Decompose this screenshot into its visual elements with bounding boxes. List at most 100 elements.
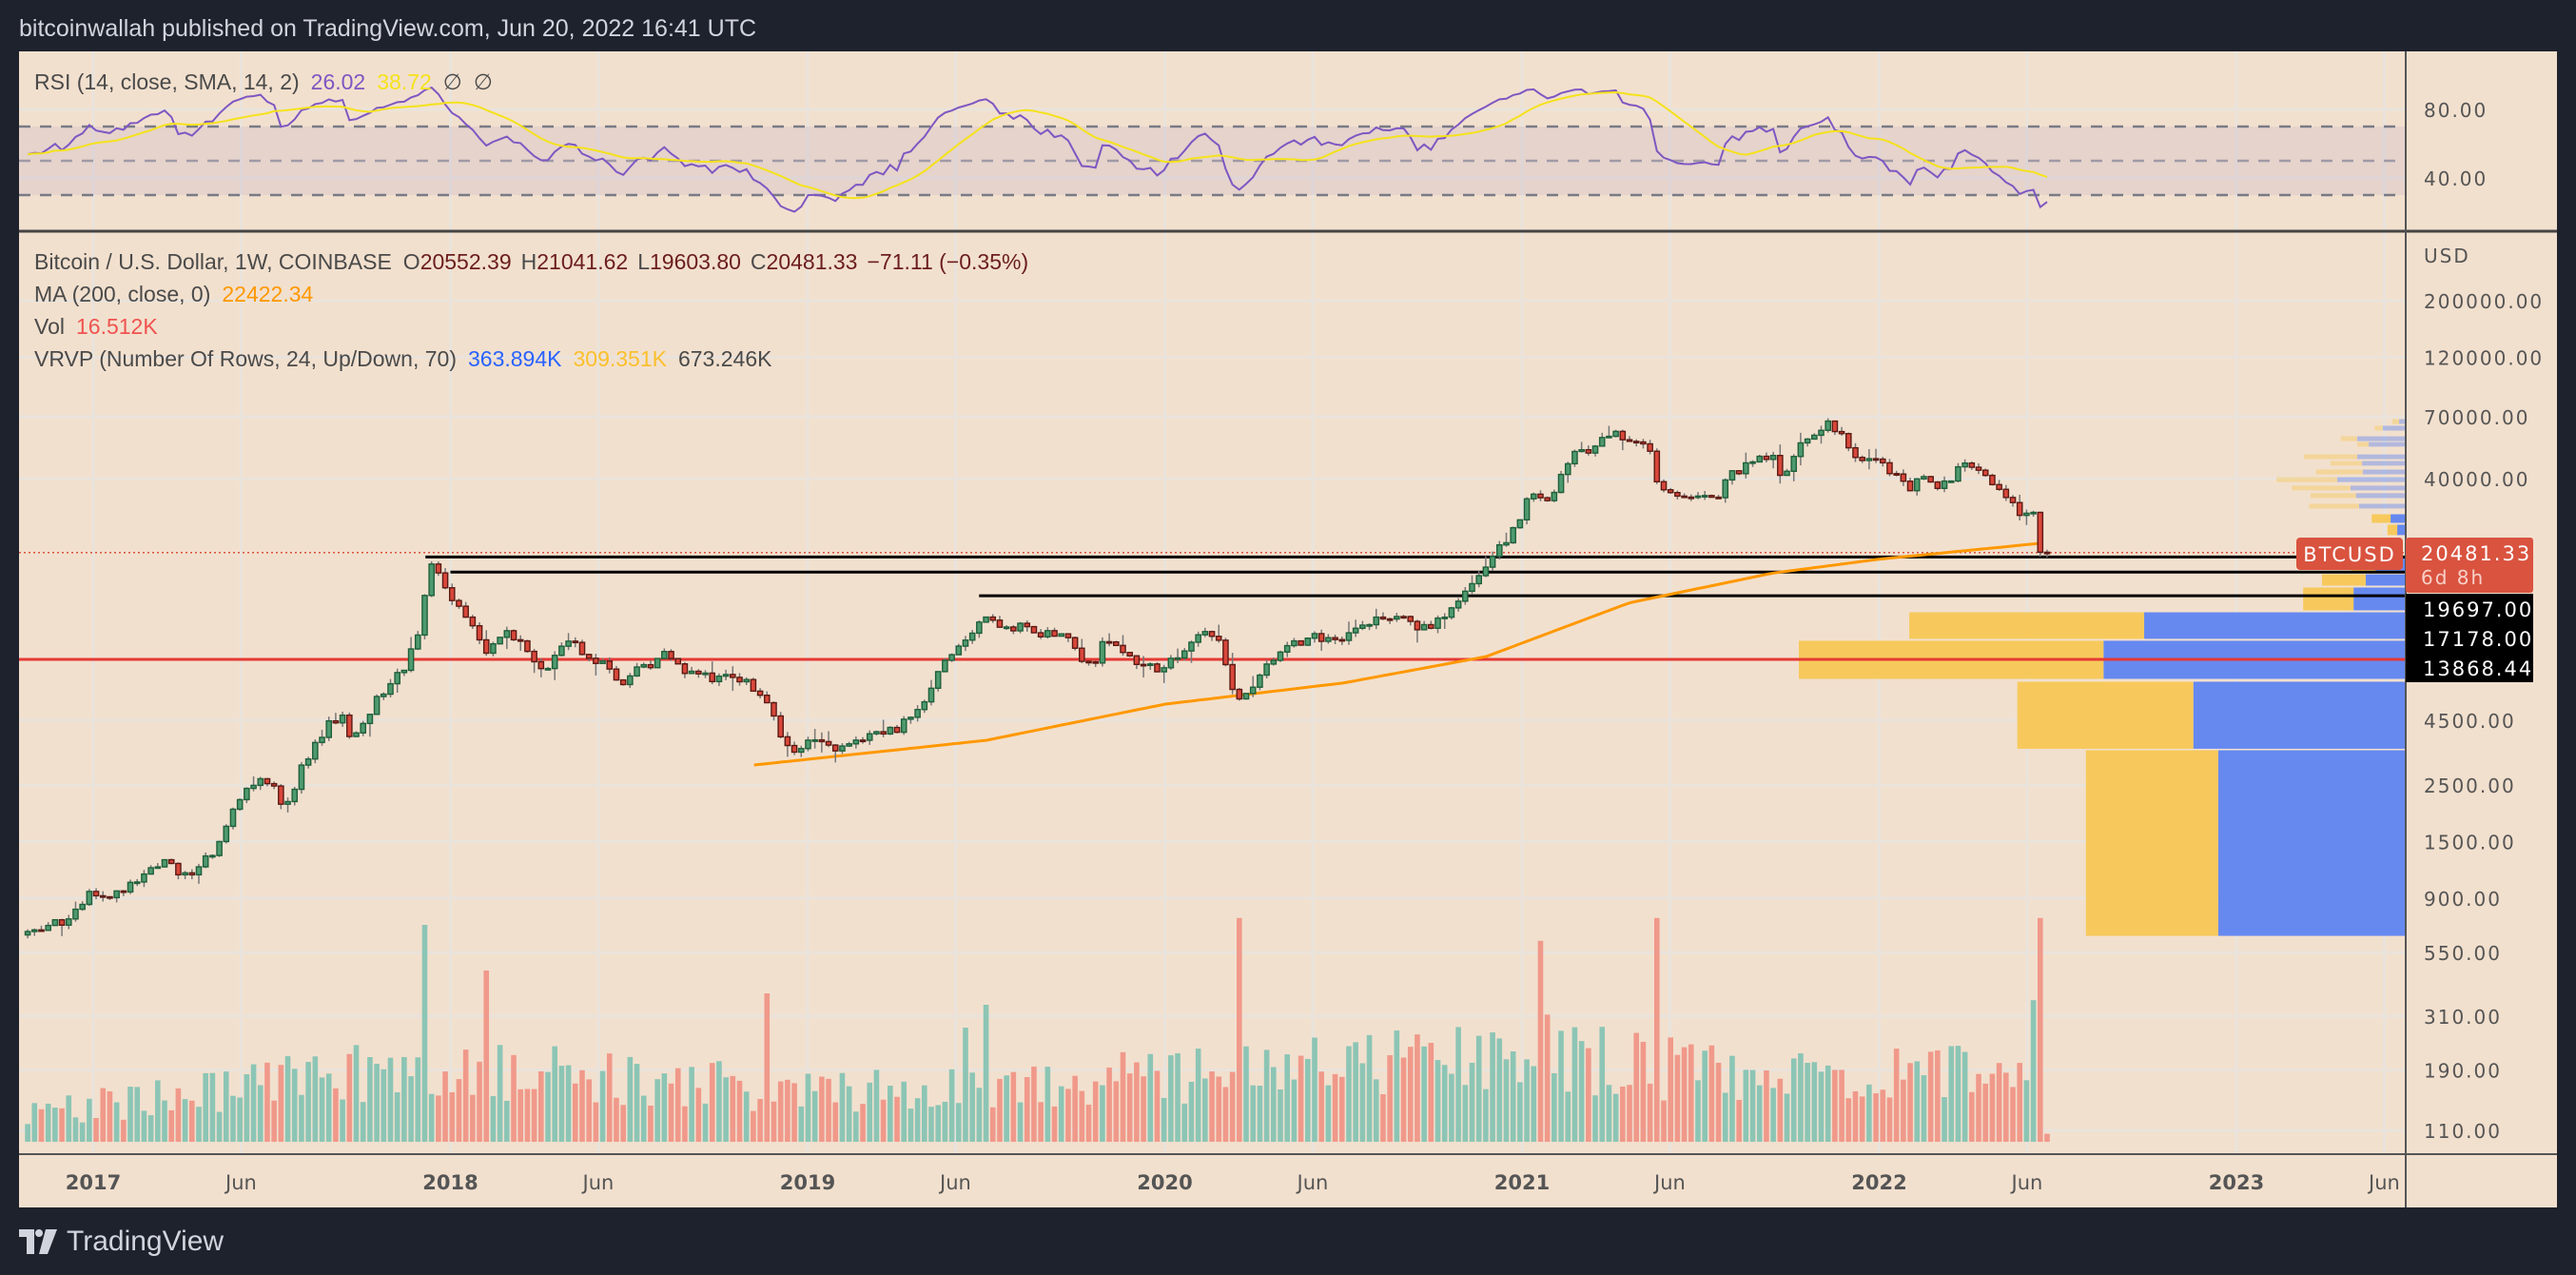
candle-body — [1126, 652, 1133, 657]
price-axis-label: 40000.00 — [2424, 468, 2529, 491]
candle-body — [278, 785, 284, 805]
candle-body — [353, 732, 360, 737]
volume-bar — [1880, 1089, 1886, 1142]
candle-body — [900, 718, 907, 734]
time-axis-label: Jun — [1296, 1171, 1329, 1194]
rsi-legend[interactable]: RSI (14, close, SMA, 14, 2) 26.02 38.72 ∅ ∅ — [34, 69, 504, 95]
volume-bar — [764, 993, 771, 1142]
candle-body — [1462, 590, 1469, 602]
candle-body — [873, 731, 880, 735]
candle-body — [1174, 657, 1181, 660]
horizontal-lines[interactable] — [19, 552, 2406, 661]
candle-body — [490, 642, 497, 655]
candle — [421, 594, 428, 640]
candle — [537, 657, 545, 677]
candle — [1181, 648, 1188, 661]
volume-bar — [1380, 1094, 1386, 1142]
symbol-legend[interactable]: Bitcoin / U.S. Dollar, 1W, COINBASE O2055… — [34, 249, 1040, 275]
candle — [1859, 455, 1865, 463]
candle — [1257, 673, 1263, 691]
candle-body — [1530, 493, 1537, 500]
candle-body — [216, 840, 223, 856]
candle-body — [435, 563, 442, 574]
candle-body — [1811, 434, 1818, 441]
candle-body — [72, 908, 79, 920]
candle — [593, 654, 599, 676]
candle — [1825, 418, 1832, 433]
candle — [1126, 652, 1133, 657]
high-value: 21041.62 — [537, 249, 629, 274]
candle — [325, 716, 333, 741]
candle — [2016, 494, 2023, 520]
candle-body — [893, 726, 901, 734]
candle — [38, 925, 45, 932]
candle — [1030, 625, 1038, 634]
candle-body — [1105, 640, 1113, 644]
candle-body — [1996, 483, 2002, 490]
candle-body — [510, 630, 517, 641]
candle-body — [1099, 640, 1106, 664]
vrvp-up-bar — [2356, 454, 2406, 460]
tradingview-logo[interactable]: TradingView — [19, 1226, 224, 1258]
candle — [2023, 509, 2030, 525]
volume-bar — [72, 1117, 79, 1142]
vrvp-legend[interactable]: VRVP (Number Of Rows, 24, Up/Down, 70) 36… — [34, 346, 783, 372]
volume-bar — [1736, 1099, 1742, 1142]
candle-body — [24, 931, 31, 936]
volume-profile-row — [2085, 750, 2406, 936]
candle — [366, 714, 374, 737]
candle — [1475, 571, 1482, 588]
volume-bar — [1415, 1034, 1420, 1142]
candle — [831, 744, 839, 763]
vrvp-down-bar — [2276, 477, 2337, 482]
volume-bar — [278, 1065, 284, 1142]
volume-bar — [1852, 1090, 1859, 1142]
candle-body — [339, 714, 346, 724]
candle — [1428, 620, 1434, 630]
candle-body — [1790, 456, 1798, 473]
candle-body — [1544, 497, 1551, 501]
volume-bar — [565, 1065, 572, 1142]
candle — [1578, 441, 1585, 453]
candle — [1516, 519, 1524, 529]
volume-bar — [634, 1064, 640, 1142]
time-axis[interactable]: 2017 Jun 2018 Jun 2019 Jun 2020 Jun 2021 Jun 2022 J… — [66, 1171, 2400, 1194]
candle — [497, 637, 503, 645]
candle — [1394, 613, 1400, 622]
candle — [1811, 433, 1818, 441]
vrvp-down-bar — [2309, 503, 2359, 509]
candle — [1304, 637, 1312, 646]
candle — [1715, 495, 1722, 500]
candle — [797, 745, 805, 757]
candle-body — [921, 700, 928, 711]
volume-bar — [1038, 1102, 1044, 1142]
volume-bar — [922, 1085, 927, 1142]
price-axis[interactable]: 200000.00 120000.00 70000.00 40000.00 4500.0… — [2424, 290, 2544, 1143]
candle-body — [346, 714, 353, 737]
candle — [1640, 439, 1647, 449]
candle-body — [1653, 450, 1661, 482]
candle — [229, 807, 237, 830]
candle-body — [1818, 429, 1825, 437]
vrvp-down-bar — [1909, 612, 2145, 639]
candle — [1913, 478, 1921, 496]
candle-body — [1229, 663, 1236, 691]
candle — [1092, 660, 1100, 668]
rsi-axis[interactable]: 80.00 40.00 — [2424, 99, 2488, 190]
vol-legend[interactable]: Vol 16.512K — [34, 314, 169, 340]
candle-body — [2043, 551, 2051, 555]
ma-value: 22422.34 — [222, 282, 314, 306]
candle-body — [1222, 639, 1229, 666]
candle — [1551, 489, 1558, 502]
candle — [551, 651, 558, 680]
candle-body — [1024, 622, 1031, 628]
volume-bar — [87, 1098, 92, 1142]
candle — [1325, 634, 1332, 644]
candle — [1619, 429, 1627, 451]
candle-body — [1749, 461, 1756, 464]
volume-bar — [1202, 1078, 1208, 1142]
price-axis-label: 310.00 — [2424, 1006, 2502, 1029]
ma-legend[interactable]: MA (200, close, 0) 22422.34 — [34, 282, 324, 307]
candle-body — [852, 739, 860, 745]
